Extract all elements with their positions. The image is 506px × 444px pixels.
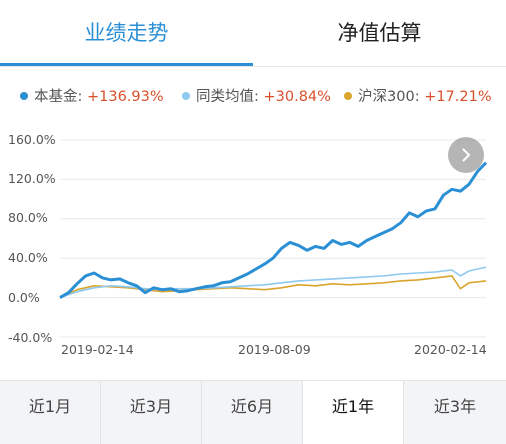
y-tick-label: 160.0% [8,132,56,147]
legend-dot-csi300 [344,92,352,100]
x-tick-label: 2020-02-14 [414,342,487,357]
x-tick-label: 2019-08-09 [238,342,311,357]
chart-next-button[interactable] [448,137,484,173]
range-3m-button[interactable]: 近3月 [101,381,202,444]
active-tab-indicator [0,63,253,66]
range-3y-button[interactable]: 近3年 [433,397,477,416]
series-line-peer-avg [59,266,487,299]
legend-label-fund: 本基金 [34,89,78,105]
tab-performance[interactable]: 业绩走势 [84,21,169,45]
series-line-fund [59,161,488,299]
y-tick-label: 40.0% [8,250,48,265]
tab-nav-estimate[interactable]: 净值估算 [337,21,422,45]
legend-item-fund: 本基金: +136.93% [20,84,164,110]
legend-value-peer-avg: +30.84% [263,89,331,105]
legend-value-csi300: +17.21% [424,89,492,105]
series-line-csi300 [59,275,487,299]
legend-label-csi300: 沪深300 [358,89,415,105]
x-tick-label: 2019-02-14 [61,342,134,357]
y-tick-label: 0.0% [8,290,40,305]
legend-value-fund: +136.93% [87,89,164,105]
chevron-right-icon [462,148,471,162]
legend-item-peer-avg: 同类均值: +30.84% [182,84,331,110]
legend-dot-peer-avg [182,92,190,100]
range-selector: 近1月 近3月 近6月 近1年 近3年 [0,380,506,444]
range-1m-button[interactable]: 近1月 [0,381,101,444]
range-1y-button[interactable]: 近1年 [303,381,404,444]
y-tick-label: 80.0% [8,210,48,225]
tab-bar: 业绩走势 净值估算 [0,0,506,67]
legend-dot-fund [20,92,28,100]
y-tick-label: 120.0% [8,171,56,186]
range-6m-button[interactable]: 近6月 [202,381,303,444]
legend-label-peer-avg: 同类均值 [196,89,254,105]
legend-item-csi300: 沪深300: +17.21% [344,84,492,110]
chart-legend: 本基金: +136.93% 同类均值: +30.84% 沪深300: +17.2… [0,84,506,110]
y-tick-label: -40.0% [8,330,53,345]
performance-chart [59,139,488,338]
